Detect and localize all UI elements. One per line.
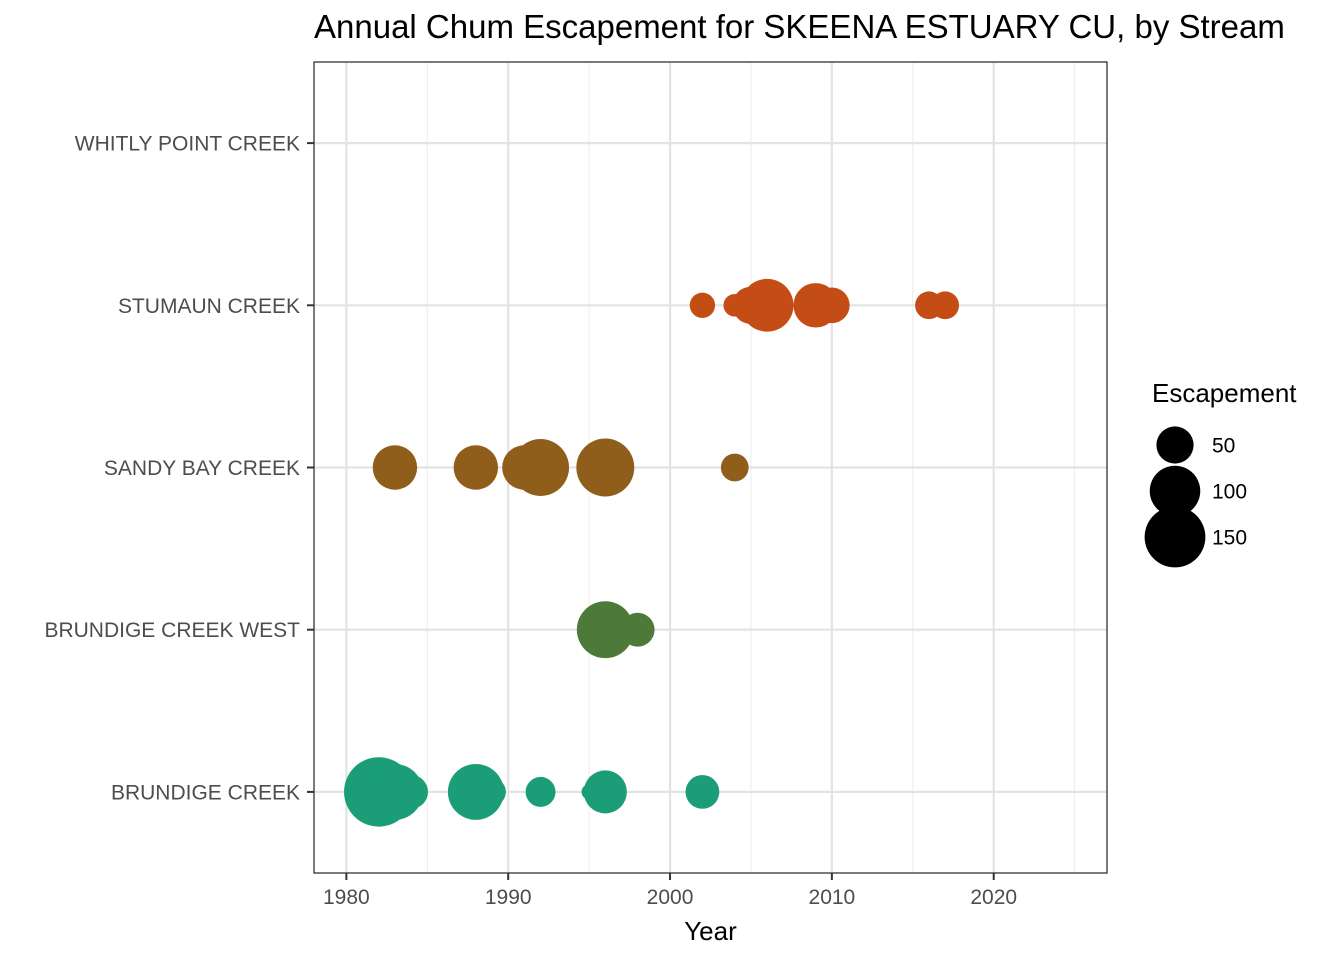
data-point [576, 438, 635, 497]
data-point [372, 445, 418, 490]
x-tick-label: 2020 [970, 886, 1017, 909]
y-tick-label: SANDY BAY CREEK [104, 457, 300, 480]
legend: Escapement 50 100 150 [1144, 378, 1297, 568]
data-point [525, 776, 556, 807]
data-point [931, 291, 960, 320]
legend-label: 50 [1212, 435, 1235, 458]
x-tick-label: 2000 [647, 886, 694, 909]
data-point [576, 601, 634, 659]
y-tick-label: STUMAUN CREEK [118, 295, 300, 318]
x-axis-title: Year [684, 916, 737, 946]
legend-key [1149, 465, 1201, 517]
data-point [814, 287, 850, 324]
data-point [740, 278, 794, 332]
y-tick-label: BRUNDIGE CREEK WEST [44, 619, 300, 642]
data-point [583, 770, 627, 814]
y-axis: BRUNDIGE CREEK BRUNDIGE CREEK WEST SANDY B… [44, 133, 314, 804]
data-point [720, 453, 749, 482]
x-tick-label: 1980 [323, 886, 370, 909]
x-tick-label: 2010 [809, 886, 856, 909]
grid [314, 62, 1107, 873]
data-point [685, 775, 720, 809]
x-axis: 1980 1990 2000 2010 2020 [323, 873, 1017, 909]
data-point [453, 445, 499, 490]
data-point [447, 763, 504, 820]
data-points [344, 278, 960, 827]
data-point [478, 778, 506, 806]
legend-key [1144, 506, 1206, 568]
data-point [394, 775, 429, 809]
data-point [689, 292, 716, 318]
y-tick-label: WHITLY POINT CREEK [75, 133, 300, 156]
legend-label: 100 [1212, 481, 1247, 504]
legend-title: Escapement [1152, 378, 1297, 408]
legend-key [1156, 426, 1194, 464]
x-tick-label: 1990 [485, 886, 532, 909]
legend-label: 150 [1212, 527, 1247, 550]
data-point [620, 612, 655, 647]
y-tick-label: BRUNDIGE CREEK [111, 781, 300, 804]
data-point [512, 439, 570, 496]
chart-title: Annual Chum Escapement for SKEENA ESTUAR… [314, 8, 1285, 45]
